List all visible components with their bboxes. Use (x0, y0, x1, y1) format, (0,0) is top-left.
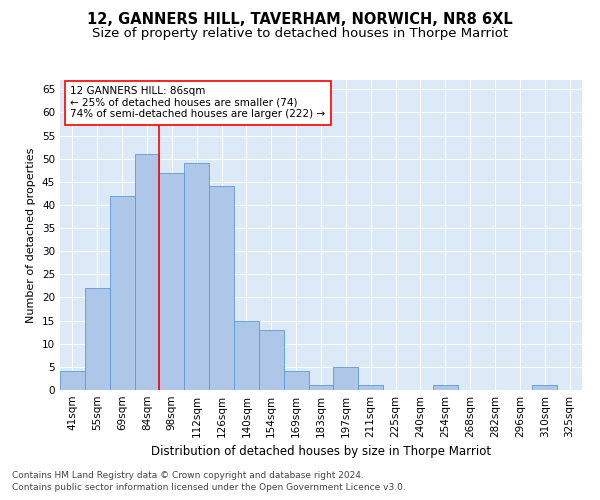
X-axis label: Distribution of detached houses by size in Thorpe Marriot: Distribution of detached houses by size … (151, 446, 491, 458)
Text: 12, GANNERS HILL, TAVERHAM, NORWICH, NR8 6XL: 12, GANNERS HILL, TAVERHAM, NORWICH, NR8… (87, 12, 513, 28)
Bar (259, 330, 284, 390)
Bar (160, 172, 184, 390)
Bar (358, 386, 383, 390)
Bar (209, 186, 234, 390)
Bar (184, 164, 209, 390)
Bar (134, 154, 160, 390)
Bar (334, 367, 358, 390)
Bar (284, 372, 308, 390)
Y-axis label: Number of detached properties: Number of detached properties (26, 148, 37, 322)
Text: Contains public sector information licensed under the Open Government Licence v3: Contains public sector information licen… (12, 483, 406, 492)
Bar (234, 320, 259, 390)
Text: 12 GANNERS HILL: 86sqm
← 25% of detached houses are smaller (74)
74% of semi-det: 12 GANNERS HILL: 86sqm ← 25% of detached… (70, 86, 326, 120)
Bar (85, 288, 110, 390)
Bar (60, 372, 85, 390)
Bar (433, 386, 458, 390)
Bar (110, 196, 134, 390)
Text: Size of property relative to detached houses in Thorpe Marriot: Size of property relative to detached ho… (92, 28, 508, 40)
Text: Contains HM Land Registry data © Crown copyright and database right 2024.: Contains HM Land Registry data © Crown c… (12, 470, 364, 480)
Bar (308, 386, 334, 390)
Bar (532, 386, 557, 390)
